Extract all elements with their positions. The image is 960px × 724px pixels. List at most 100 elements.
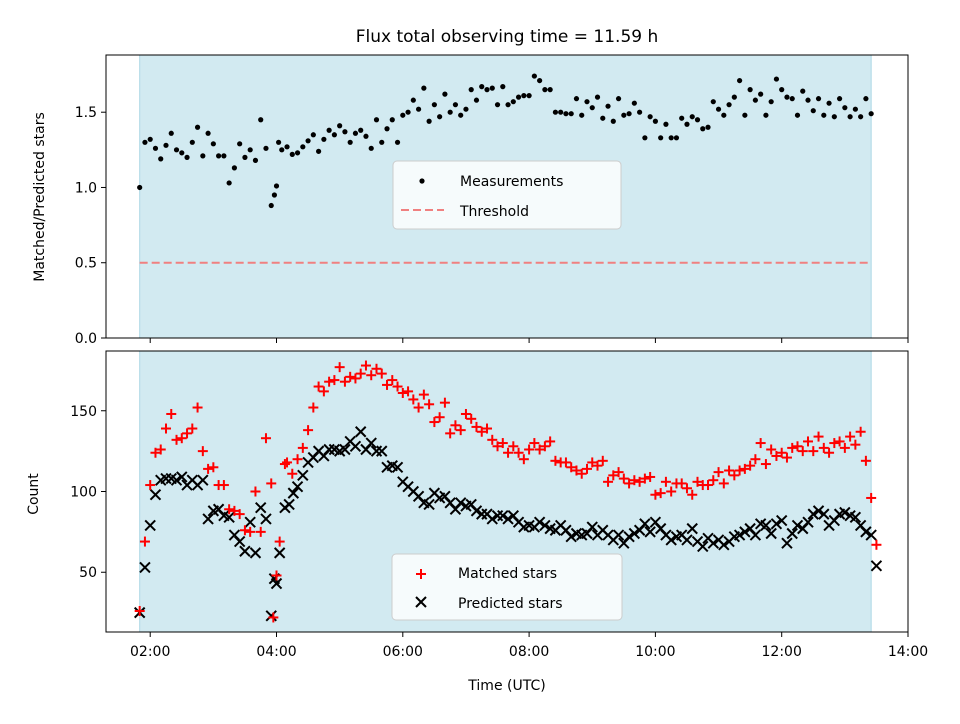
matched-star-point [497, 438, 508, 449]
predicted-star-point [255, 501, 267, 514]
measurement-point [226, 180, 232, 186]
bottom-x-tick-label: 02:00 [130, 644, 170, 660]
measurement-point [294, 150, 301, 156]
matched-star-point [634, 476, 645, 487]
measurement-point [173, 147, 180, 153]
predicted-star-point [775, 514, 788, 527]
predicted-star-point [202, 513, 214, 525]
measurement-point [300, 144, 306, 150]
matched-star-point [760, 459, 771, 470]
predicted-star-point [781, 537, 793, 549]
measurement-point [773, 76, 780, 82]
predicted-star-point [818, 508, 830, 520]
matched-star-point [355, 368, 366, 379]
matched-star-point [282, 457, 293, 468]
predicted-star-point [733, 529, 746, 541]
predicted-star-point [760, 519, 772, 532]
legend-predicted-marker [415, 596, 427, 608]
legend-measurements-label: Measurements [460, 174, 563, 190]
matched-star-point [134, 606, 145, 617]
matched-star-point [324, 376, 335, 387]
measurement-point [505, 102, 511, 108]
predicted-star-point [287, 487, 300, 499]
predicted-star-point [354, 426, 367, 438]
measurement-point [458, 112, 464, 118]
matched-star-point [845, 431, 856, 442]
measurement-point [663, 121, 669, 127]
predicted-star-point [139, 561, 151, 574]
predicted-star-point [739, 526, 751, 538]
predicted-star-point [639, 518, 651, 530]
predicted-star-point [765, 527, 777, 540]
measurement-point [810, 108, 816, 114]
measurement-point [194, 124, 201, 130]
measurement-point [742, 112, 748, 118]
predicted-star-point [718, 539, 730, 551]
matched-star-point [687, 489, 698, 500]
matched-star-point [197, 446, 208, 457]
matched-star-point [266, 478, 277, 489]
matched-star-point [218, 480, 229, 491]
matched-star-point [508, 441, 519, 452]
matched-star-point [455, 425, 466, 436]
measurement-point [237, 141, 243, 147]
matched-star-point [855, 426, 866, 437]
top-y-tick-label: 1.5 [75, 105, 97, 121]
matched-star-point [639, 473, 650, 484]
predicted-star-point [265, 610, 277, 622]
bottom-y-tick-label: 50 [79, 565, 97, 581]
measurement-point [584, 99, 590, 105]
matched-star-point [274, 536, 285, 547]
measurement-point [821, 112, 827, 118]
measurement-point [489, 85, 495, 91]
measurement-point [684, 121, 690, 127]
matched-star-point [503, 447, 514, 458]
matched-star-point [176, 433, 187, 444]
matched-star-point [434, 412, 445, 423]
matched-star-point [718, 478, 729, 489]
matched-star-point [803, 436, 814, 447]
measurement-point [247, 147, 253, 153]
matched-star-point [529, 438, 540, 449]
predicted-star-point [283, 498, 295, 511]
measurement-point [184, 154, 190, 160]
matched-star-point [460, 408, 471, 419]
measurement-point [410, 97, 416, 103]
predicted-star-point [349, 440, 362, 452]
matched-star-point [403, 386, 414, 397]
matched-star-point [192, 402, 203, 413]
measurement-point [452, 102, 459, 108]
matched-star-point [850, 439, 861, 450]
measurement-point [242, 154, 248, 160]
measurement-point [647, 114, 653, 120]
measurement-point [263, 145, 269, 151]
measurement-point [152, 145, 159, 151]
matched-star-point [608, 470, 619, 481]
matched-star-point [387, 375, 398, 386]
measurement-point [689, 114, 695, 120]
matched-star-point [408, 394, 419, 405]
matched-star-point [287, 468, 298, 479]
matched-star-point [587, 457, 598, 468]
predicted-star-point [681, 534, 693, 546]
measurement-point [758, 91, 764, 97]
measurement-point [763, 112, 769, 118]
measurement-point [563, 111, 569, 117]
predicted-star-point [423, 498, 435, 511]
measurement-point [273, 183, 280, 189]
matched-star-point [492, 441, 503, 452]
measurement-point [600, 115, 606, 121]
matched-star-point [545, 436, 556, 447]
measurement-point [163, 142, 169, 148]
measurement-point [784, 94, 790, 100]
legend-predicted-label: Predicted stars [458, 596, 563, 612]
matched-star-point [150, 447, 161, 458]
matched-star-point [382, 379, 393, 390]
matched-star-point [750, 454, 761, 465]
measurement-point [479, 84, 485, 90]
predicted-star-point [249, 547, 262, 559]
matched-star-point [860, 455, 871, 466]
measurement-point [868, 111, 874, 117]
matched-star-point [439, 397, 450, 408]
measurement-point [789, 96, 795, 102]
